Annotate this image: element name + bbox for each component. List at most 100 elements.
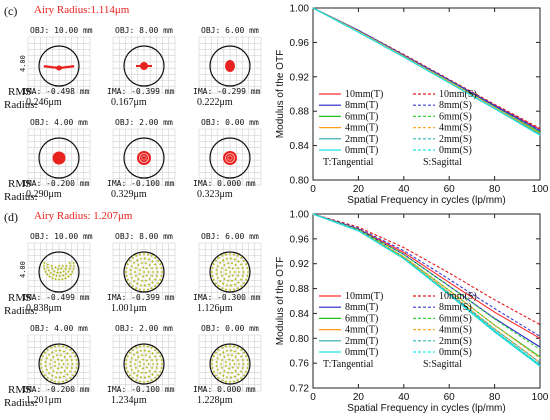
spot-point (49, 366, 53, 370)
obj-label: OBJ: 10.00 mm (30, 26, 93, 35)
spot-point (137, 277, 140, 281)
legend-entry: 10mm(S) (439, 291, 477, 302)
airy-disk-circle (123, 251, 165, 293)
spot-point (233, 350, 237, 353)
spot-point (40, 358, 43, 362)
spot-point (66, 352, 69, 355)
spot-point (150, 286, 154, 290)
spot-point (44, 364, 47, 368)
spot-point (214, 351, 218, 355)
spot-point (65, 65, 69, 69)
spot-point (223, 263, 226, 267)
spot-point (57, 344, 61, 348)
spot-point (69, 65, 73, 68)
spot-point (126, 354, 130, 358)
spot-point (242, 373, 246, 377)
spot-point (232, 345, 236, 348)
spot-point (68, 376, 72, 380)
spot-point (50, 374, 54, 377)
spot-point (224, 268, 228, 272)
spot-ring (139, 153, 149, 163)
spot-point (228, 344, 232, 348)
spot-point (144, 371, 148, 375)
spot-point (72, 264, 76, 268)
spot-point (160, 362, 164, 366)
spot-point (227, 266, 231, 269)
spot-point (46, 266, 50, 269)
y-tick-label: 0.84 (290, 141, 310, 152)
spot-diagram: OBJ: 10.00 mm IMA: -0.499 mm0.838μm (22, 232, 93, 314)
spot-point (237, 260, 240, 263)
spot-point (246, 358, 249, 362)
airy-disk-circle (123, 137, 165, 179)
spot-point (71, 65, 75, 68)
spot-point (239, 355, 243, 358)
spot-point (54, 349, 58, 353)
spot-point (236, 358, 240, 362)
spot-point (236, 346, 240, 350)
spot-point (233, 258, 237, 261)
spot-point (133, 270, 137, 274)
spot-point (53, 364, 57, 368)
legend-entry: 8mm(S) (439, 100, 472, 111)
spot-point (53, 380, 57, 383)
rms-radius-value: 0.838μm (26, 303, 62, 314)
spot-diagram: OBJ: 10.00 mm IMA: -0.498 mm0.246μm (22, 26, 93, 108)
spot-point (230, 279, 234, 283)
spot-point (223, 277, 226, 281)
spot-diagram: OBJ: 0.00 mm IMA: 0.000 mm1.228μm (193, 324, 262, 406)
spot-point (126, 370, 130, 374)
spot-point (135, 351, 139, 354)
y-tick-label: 0.88 (290, 284, 310, 295)
x-tick-label: 80 (489, 184, 501, 195)
spot-point (125, 274, 128, 278)
x-axis-label: Spatial Frequency in cycles (lp/mm) (347, 195, 505, 206)
spot-point (156, 259, 160, 263)
obj-label: OBJ: 8.00 mm (115, 26, 173, 35)
spot-point (44, 360, 47, 364)
x-tick-label: 100 (532, 392, 549, 403)
spot-point (62, 269, 65, 273)
spot-point (68, 348, 72, 352)
spot-point (125, 358, 128, 362)
spot-point (225, 283, 229, 287)
spot-point (244, 370, 248, 374)
rms-caption: RMS (8, 86, 31, 98)
y-tick-label: 1.00 (290, 4, 310, 15)
spot-point (128, 259, 132, 263)
spot-point (143, 349, 147, 352)
spot-point (147, 258, 151, 261)
airy-disk-circle (209, 251, 251, 293)
spot-core (136, 65, 152, 67)
spot-point (44, 270, 47, 274)
x-tick-label: 20 (353, 184, 365, 195)
spot-point (131, 348, 135, 352)
spot-point (220, 346, 224, 350)
spot-point (221, 282, 225, 285)
spot-point (56, 367, 60, 370)
spot-point (239, 376, 243, 380)
airy-disk-circle (38, 251, 80, 293)
legend-entry: 4mm(S) (439, 325, 472, 336)
panel-letter: (d) (4, 210, 18, 224)
legend-entry: 8mm(S) (439, 302, 472, 313)
legend-entry: 2mm(T) (345, 336, 378, 347)
spot-point (151, 281, 154, 284)
rms-caption: RMS (8, 292, 31, 304)
spot-point (229, 257, 233, 260)
spot-point (49, 65, 53, 69)
spot-point (146, 288, 150, 291)
y-tick-label: 0.80 (290, 176, 310, 187)
spot-point (53, 269, 56, 273)
spot-point (51, 65, 55, 69)
spot-point (218, 353, 222, 357)
spot-point (130, 356, 134, 360)
spot-point (141, 266, 145, 269)
x-tick-label: 80 (489, 392, 501, 403)
spot-point (215, 268, 218, 272)
spot-point (220, 274, 224, 278)
spot-point (151, 362, 155, 366)
spot-point (70, 366, 74, 370)
series-line-8mms (312, 7, 541, 131)
spot-point (246, 362, 250, 366)
